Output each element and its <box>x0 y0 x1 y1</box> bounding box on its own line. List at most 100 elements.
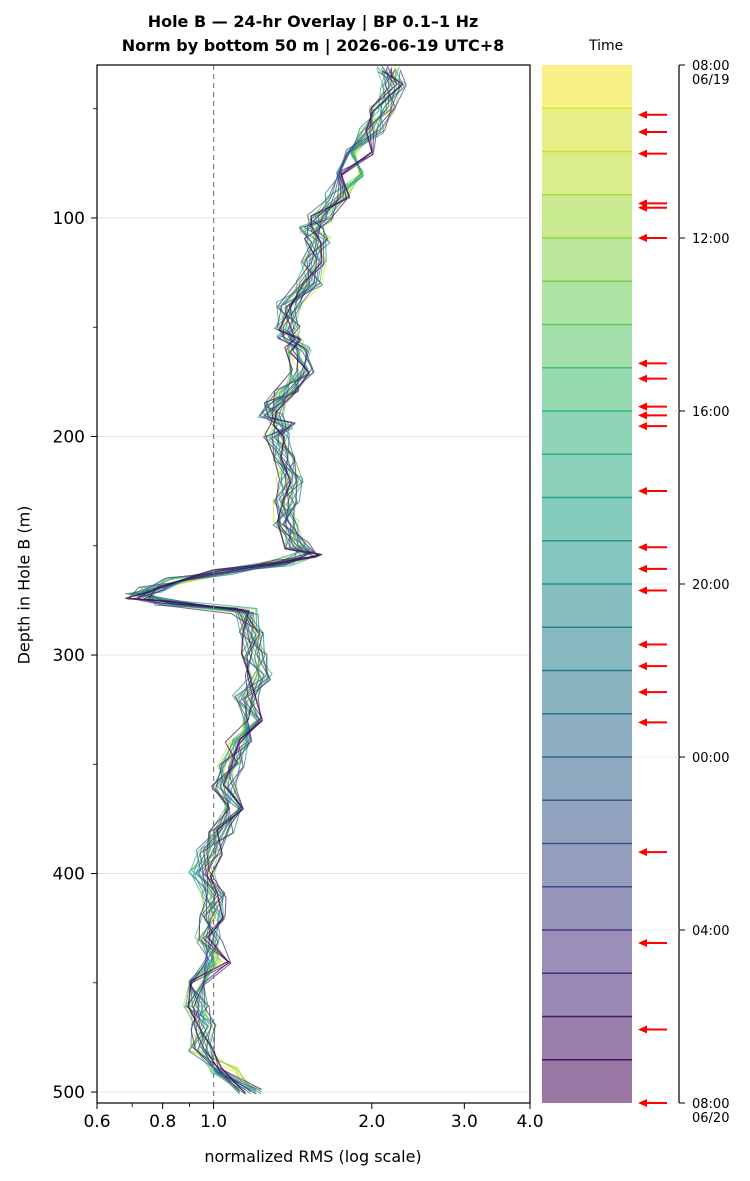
colorbar-segment-5 <box>542 281 632 325</box>
event-arrow-head-14 <box>638 586 647 595</box>
profile-line-15 <box>145 67 390 1093</box>
event-arrow-13 <box>638 564 667 573</box>
y-tick-label-0: 100 <box>53 209 85 229</box>
time-tick-label-2: 16:00 <box>692 405 729 420</box>
event-arrow-head-2 <box>638 149 647 158</box>
time-tick-label-3: 20:00 <box>692 578 729 593</box>
colorbar-segment-2 <box>542 151 632 195</box>
time-tick-label-1: 12:00 <box>692 232 729 247</box>
colorbar-segment-6 <box>542 324 632 368</box>
colorbar-segment-4 <box>542 238 632 282</box>
profile-line-21 <box>137 65 398 1093</box>
event-arrow-head-1 <box>638 128 647 137</box>
event-arrow-head-4 <box>638 203 647 212</box>
profile-line-16 <box>139 66 396 1095</box>
colorbar-segment-12 <box>542 584 632 628</box>
event-arrow-head-6 <box>638 359 647 368</box>
chart-title: Hole B — 24-hr Overlay | BP 0.1–1 Hz <box>147 12 479 31</box>
profile-line-3 <box>149 70 401 1092</box>
x-tick-label-0: 0.6 <box>83 1112 110 1132</box>
event-arrow-2 <box>638 149 667 158</box>
profile-line-6 <box>143 66 400 1092</box>
colorbar-segment-15 <box>542 713 632 757</box>
x-tick-label-4: 3.0 <box>451 1112 478 1132</box>
event-arrow-head-8 <box>638 402 647 411</box>
event-arrow-1 <box>638 128 667 137</box>
time-tick-label-4: 00:00 <box>692 751 729 766</box>
colorbar-segment-9 <box>542 454 632 498</box>
profile-line-20 <box>148 67 393 1090</box>
profile-line-22 <box>125 70 404 1095</box>
colorbar-segment-7 <box>542 367 632 411</box>
event-arrow-10 <box>638 422 667 431</box>
colorbar-segment-8 <box>542 411 632 455</box>
colorbar-segment-22 <box>542 1016 632 1060</box>
y-tick-label-1: 200 <box>53 427 85 447</box>
colorbar-segment-1 <box>542 108 632 152</box>
colorbar-segment-18 <box>542 843 632 887</box>
event-arrow-head-20 <box>638 938 647 947</box>
colorbar-segment-19 <box>542 886 632 930</box>
event-arrow-5 <box>638 234 667 242</box>
event-arrow-head-10 <box>638 422 647 431</box>
event-arrow-head-19 <box>638 848 647 857</box>
event-arrow-12 <box>638 543 667 552</box>
plot-frame <box>96 64 531 1104</box>
colorbar-segment-23 <box>542 1059 632 1103</box>
colorbar-segment-0 <box>542 65 632 109</box>
colorbar-segment-17 <box>542 800 632 844</box>
y-tick-label-3: 400 <box>53 865 85 885</box>
event-arrow-head-7 <box>638 374 647 383</box>
event-arrow-4 <box>638 203 667 212</box>
x-axis-label: normalized RMS (log scale) <box>204 1147 422 1166</box>
event-arrow-head-22 <box>638 1099 647 1107</box>
colorbar-label: Time <box>589 38 624 54</box>
event-arrow-head-5 <box>638 234 647 242</box>
event-arrow-22 <box>638 1099 667 1107</box>
event-arrow-7 <box>638 374 667 383</box>
event-arrow-head-17 <box>638 688 647 697</box>
event-arrow-17 <box>638 688 667 697</box>
event-arrow-head-16 <box>638 662 647 671</box>
profile-line-2 <box>133 71 395 1090</box>
event-arrow-9 <box>638 411 667 420</box>
y-tick-label-4: 500 <box>53 1083 85 1103</box>
event-arrow-head-11 <box>638 487 647 496</box>
profile-line-4 <box>138 68 407 1095</box>
colorbar-segment-16 <box>542 757 632 801</box>
colorbar-segment-20 <box>542 930 632 974</box>
event-arrow-16 <box>638 662 667 671</box>
colorbar-segment-21 <box>542 973 632 1017</box>
y-tick-label-2: 300 <box>53 646 85 666</box>
event-arrow-8 <box>638 402 667 411</box>
event-arrow-18 <box>638 718 667 727</box>
profile-line-19 <box>132 68 397 1095</box>
x-tick-label-2: 1.0 <box>200 1112 227 1132</box>
time-tick-label-0: 08:00 <box>692 59 729 74</box>
colorbar-segment-10 <box>542 497 632 541</box>
time-tick-sublabel-6: 06/20 <box>692 1111 729 1126</box>
event-arrow-19 <box>638 848 667 857</box>
event-arrow-11 <box>638 487 667 496</box>
event-arrow-20 <box>638 938 667 947</box>
event-arrow-head-18 <box>638 718 647 727</box>
event-arrow-head-0 <box>638 110 647 119</box>
time-tick-sublabel-0: 06/19 <box>692 73 729 88</box>
event-arrow-6 <box>638 359 667 368</box>
colorbar-segment-14 <box>542 670 632 714</box>
event-arrow-15 <box>638 640 667 649</box>
event-arrow-0 <box>638 110 667 119</box>
time-tick-label-6: 08:00 <box>692 1097 729 1112</box>
colorbar-segment-11 <box>542 540 632 584</box>
event-arrow-head-15 <box>638 640 647 649</box>
x-tick-label-1: 0.8 <box>149 1112 176 1132</box>
profile-line-8 <box>139 70 403 1090</box>
event-arrow-head-13 <box>638 564 647 573</box>
x-tick-label-3: 2.0 <box>358 1112 385 1132</box>
event-arrow-head-9 <box>638 411 647 420</box>
colorbar-segment-13 <box>542 627 632 671</box>
chart-subtitle: Norm by bottom 50 m | 2026-06-19 UTC+8 <box>121 36 505 55</box>
colorbar-segment-3 <box>542 194 632 238</box>
